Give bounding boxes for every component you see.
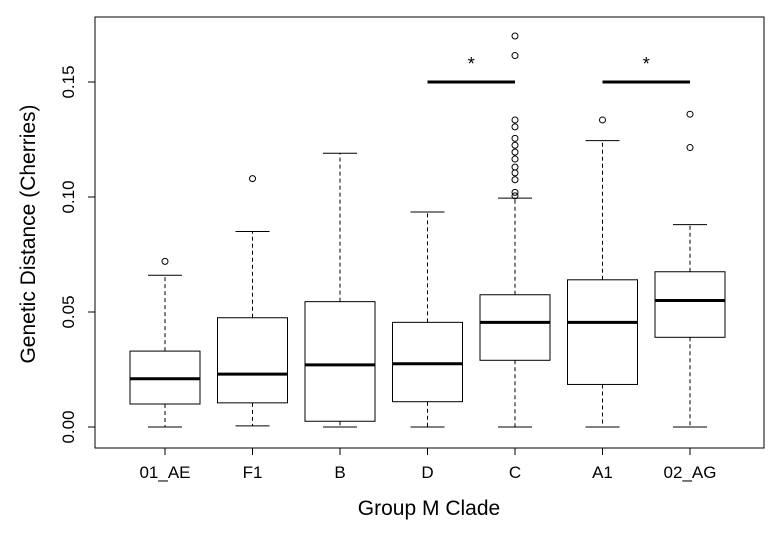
outlier-point — [511, 169, 519, 177]
outlier-point — [511, 148, 519, 156]
y-tick-label: 0.15 — [59, 65, 78, 98]
box-02_AG — [654, 110, 726, 428]
outlier-point — [686, 144, 694, 152]
outlier-point — [511, 188, 519, 196]
outlier-point — [511, 52, 519, 60]
x-tick-label: A1 — [592, 463, 613, 482]
significance-annotations: * * — [427, 54, 690, 84]
iqr-box — [479, 294, 551, 361]
boxes-layer — [129, 32, 726, 428]
outlier-point — [511, 176, 519, 184]
outlier-point — [511, 192, 519, 200]
x-tick-label: F1 — [243, 463, 263, 482]
box-01_AE — [129, 257, 201, 428]
y-tick-label: 0.10 — [59, 180, 78, 213]
y-tick-label: 0.05 — [59, 295, 78, 328]
outlier-point — [599, 116, 606, 124]
outlier-point — [511, 141, 519, 149]
x-tick-label: C — [509, 463, 521, 482]
outlier-point — [511, 123, 519, 131]
axes: 01_AE F1 B D C A1 02_AG 0.00 0.05 0.10 0.15 — [59, 16, 765, 482]
outlier-point — [511, 155, 519, 163]
outlier-point — [249, 175, 256, 183]
significance-star: * — [468, 54, 475, 74]
box-F1 — [217, 175, 288, 427]
box-D — [392, 211, 463, 428]
significance-star: * — [643, 54, 650, 74]
iqr-box — [392, 321, 463, 403]
outlier-point — [511, 163, 519, 171]
x-tick-label: 02_AG — [664, 463, 717, 482]
outlier-point — [511, 116, 519, 124]
y-tick-label: 0.00 — [59, 410, 78, 443]
iqr-box — [304, 301, 376, 422]
outlier-point — [686, 110, 694, 118]
iqr-box — [654, 271, 726, 338]
iqr-box — [567, 279, 638, 385]
box-C — [479, 32, 551, 428]
outlier-point — [161, 257, 169, 265]
x-axis-title: Group M Clade — [358, 497, 500, 520]
x-tick-label: B — [334, 463, 345, 482]
box-B — [304, 152, 376, 428]
x-tick-label: D — [421, 463, 433, 482]
x-tick-label: 01_AE — [139, 463, 190, 482]
iqr-box — [217, 317, 288, 404]
box-A1 — [567, 116, 638, 428]
outlier-point — [511, 32, 519, 40]
outlier-point — [511, 134, 519, 142]
y-axis-title: Genetic Distance (Cherries) — [17, 104, 40, 363]
